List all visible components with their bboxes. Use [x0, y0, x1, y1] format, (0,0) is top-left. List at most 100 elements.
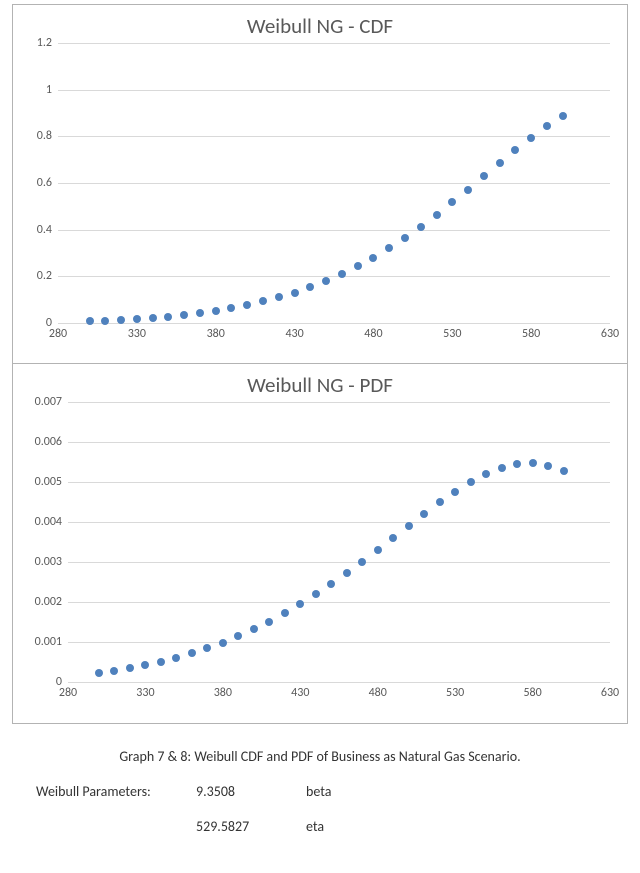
cdf-y-tick-label: 1 [46, 83, 58, 97]
cdf-y-tick-label: 0.2 [37, 269, 58, 283]
cdf-x-tick-label: 530 [443, 323, 461, 341]
cdf-y-tick-label: 0.8 [37, 129, 58, 143]
pdf-x-tick-label: 480 [369, 682, 387, 700]
pdf-x-tick-label: 380 [214, 682, 232, 700]
cdf-x-tick-label: 580 [522, 323, 540, 341]
cdf-data-point [322, 277, 330, 285]
cdf-gridline [58, 230, 610, 231]
pdf-data-point [172, 654, 180, 662]
cdf-plot-wrap: 00.20.40.60.811.228033038043048053058063… [13, 43, 627, 359]
cdf-y-tick-label: 0.4 [37, 223, 58, 237]
cdf-chart-panel: Weibull NG - CDF 00.20.40.60.811.2280330… [12, 4, 628, 364]
pdf-data-point [560, 467, 568, 475]
pdf-data-point [296, 600, 304, 608]
cdf-gridline [58, 43, 610, 44]
pdf-data-point [234, 632, 242, 640]
pdf-gridline [68, 402, 610, 403]
pdf-data-point [420, 510, 428, 518]
cdf-gridline [58, 183, 610, 184]
pdf-y-tick-label: 0.006 [35, 435, 68, 449]
cdf-data-point [227, 304, 235, 312]
param-row: Weibull Parameters: 9.3508 beta [36, 783, 628, 800]
cdf-data-point [275, 293, 283, 301]
cdf-data-point [527, 134, 535, 142]
pdf-data-point [343, 569, 351, 577]
pdf-x-tick-label: 430 [291, 682, 309, 700]
pdf-data-point [405, 522, 413, 530]
page: Weibull NG - CDF 00.20.40.60.811.2280330… [0, 0, 640, 873]
pdf-data-point [529, 459, 537, 467]
pdf-data-point [327, 580, 335, 588]
cdf-x-tick-label: 330 [128, 323, 146, 341]
pdf-gridline [68, 562, 610, 563]
param-label: Weibull Parameters: [36, 783, 196, 800]
pdf-data-point [95, 669, 103, 677]
cdf-gridline [58, 90, 610, 91]
param-name: eta [306, 818, 386, 835]
pdf-data-point [110, 667, 118, 675]
pdf-data-point [544, 462, 552, 470]
param-name: beta [306, 783, 386, 800]
cdf-data-point [149, 314, 157, 322]
cdf-data-point [180, 311, 188, 319]
cdf-data-point [86, 317, 94, 325]
pdf-x-tick-label: 330 [136, 682, 154, 700]
cdf-y-tick-label: 0.6 [37, 176, 58, 190]
pdf-data-point [126, 664, 134, 672]
cdf-gridline [58, 276, 610, 277]
pdf-data-point [141, 661, 149, 669]
pdf-gridline [68, 642, 610, 643]
param-label-empty [36, 818, 196, 835]
cdf-data-point [464, 186, 472, 194]
pdf-x-tick-label: 630 [601, 682, 619, 700]
cdf-x-tick-label: 480 [364, 323, 382, 341]
pdf-x-tick-label: 530 [446, 682, 464, 700]
cdf-data-point [306, 283, 314, 291]
cdf-data-point [196, 309, 204, 317]
pdf-y-tick-label: 0.003 [35, 555, 68, 569]
pdf-data-point [436, 498, 444, 506]
pdf-data-point [498, 464, 506, 472]
param-row: 529.5827 eta [36, 818, 628, 835]
pdf-y-tick-label: 0.001 [35, 635, 68, 649]
pdf-plot-wrap: 00.0010.0020.0030.0040.0050.0060.0072803… [13, 402, 627, 718]
cdf-data-point [291, 289, 299, 297]
pdf-gridline [68, 602, 610, 603]
cdf-data-point [101, 317, 109, 325]
pdf-x-tick-label: 280 [59, 682, 77, 700]
param-value: 529.5827 [196, 818, 306, 835]
pdf-data-point [203, 644, 211, 652]
cdf-data-point [559, 112, 567, 120]
cdf-data-point [212, 307, 220, 315]
cdf-data-point [354, 262, 362, 270]
pdf-data-point [482, 470, 490, 478]
pdf-data-point [389, 534, 397, 542]
pdf-y-tick-label: 0.007 [35, 395, 68, 409]
pdf-data-point [312, 590, 320, 598]
pdf-chart-title: Weibull NG - PDF [13, 364, 627, 402]
cdf-data-point [433, 211, 441, 219]
pdf-chart-panel: Weibull NG - PDF 00.0010.0020.0030.0040.… [12, 364, 628, 724]
figure-caption: Graph 7 & 8: Weibull CDF and PDF of Busi… [12, 748, 628, 765]
pdf-data-point [358, 558, 366, 566]
cdf-plot-area: 00.20.40.60.811.228033038043048053058063… [58, 43, 610, 323]
pdf-data-point [281, 609, 289, 617]
pdf-data-point [157, 658, 165, 666]
weibull-parameters: Weibull Parameters: 9.3508 beta 529.5827… [12, 783, 628, 835]
cdf-data-point [369, 254, 377, 262]
cdf-data-point [417, 223, 425, 231]
pdf-data-point [513, 460, 521, 468]
pdf-plot-area: 00.0010.0020.0030.0040.0050.0060.0072803… [68, 402, 610, 682]
param-value: 9.3508 [196, 783, 306, 800]
cdf-data-point [543, 122, 551, 130]
cdf-data-point [496, 159, 504, 167]
cdf-x-tick-label: 280 [49, 323, 67, 341]
cdf-data-point [259, 297, 267, 305]
cdf-data-point [480, 172, 488, 180]
cdf-data-point [133, 315, 141, 323]
pdf-y-tick-label: 0.005 [35, 475, 68, 489]
pdf-y-tick-label: 0.004 [35, 515, 68, 529]
cdf-data-point [511, 146, 519, 154]
pdf-x-tick-label: 580 [523, 682, 541, 700]
cdf-chart-title: Weibull NG - CDF [13, 5, 627, 43]
